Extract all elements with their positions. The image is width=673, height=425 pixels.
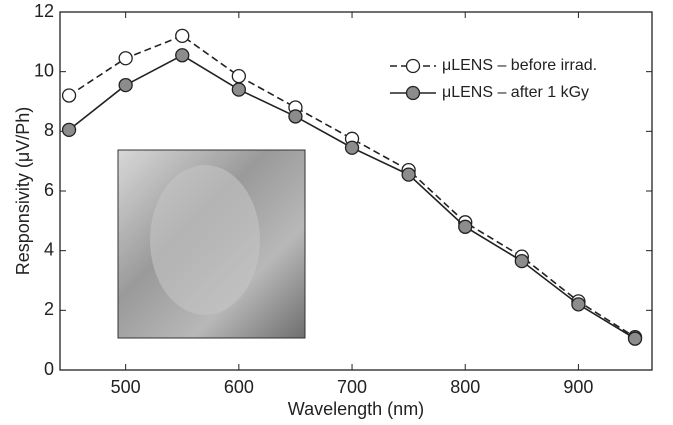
marker bbox=[458, 219, 473, 234]
marker bbox=[175, 48, 190, 63]
marker bbox=[61, 88, 77, 103]
x-tick-label: 600 bbox=[224, 377, 254, 397]
y-axis-label: Responsivity (μV/Ph) bbox=[13, 107, 33, 275]
y-tick-label: 4 bbox=[44, 239, 54, 259]
y-tick-label: 12 bbox=[34, 1, 54, 21]
marker bbox=[118, 51, 133, 66]
marker bbox=[344, 140, 360, 155]
marker bbox=[401, 167, 416, 182]
marker bbox=[514, 253, 529, 269]
marker bbox=[231, 82, 246, 97]
legend-label: μLENS – after 1 kGy bbox=[442, 84, 589, 101]
marker bbox=[118, 77, 133, 93]
legend-label: μLENS – before irrad. bbox=[442, 57, 597, 74]
legend-marker bbox=[405, 58, 421, 74]
marker bbox=[627, 331, 643, 346]
x-axis-label: Wavelength (nm) bbox=[288, 399, 424, 419]
y-tick-label: 10 bbox=[34, 60, 54, 80]
y-tick-label: 8 bbox=[44, 120, 54, 140]
y-tick-label: 6 bbox=[44, 180, 54, 200]
y-tick-label: 0 bbox=[44, 359, 54, 379]
marker bbox=[175, 28, 190, 44]
inset-face bbox=[150, 165, 260, 315]
marker bbox=[571, 297, 586, 312]
marker bbox=[231, 68, 246, 84]
marker bbox=[61, 122, 77, 137]
x-tick-label: 800 bbox=[450, 377, 480, 397]
x-tick-label: 700 bbox=[337, 377, 367, 397]
x-tick-label: 900 bbox=[563, 377, 593, 397]
legend-marker bbox=[405, 85, 421, 101]
y-tick-label: 2 bbox=[44, 299, 54, 319]
x-tick-label: 500 bbox=[111, 377, 141, 397]
marker bbox=[288, 109, 303, 124]
